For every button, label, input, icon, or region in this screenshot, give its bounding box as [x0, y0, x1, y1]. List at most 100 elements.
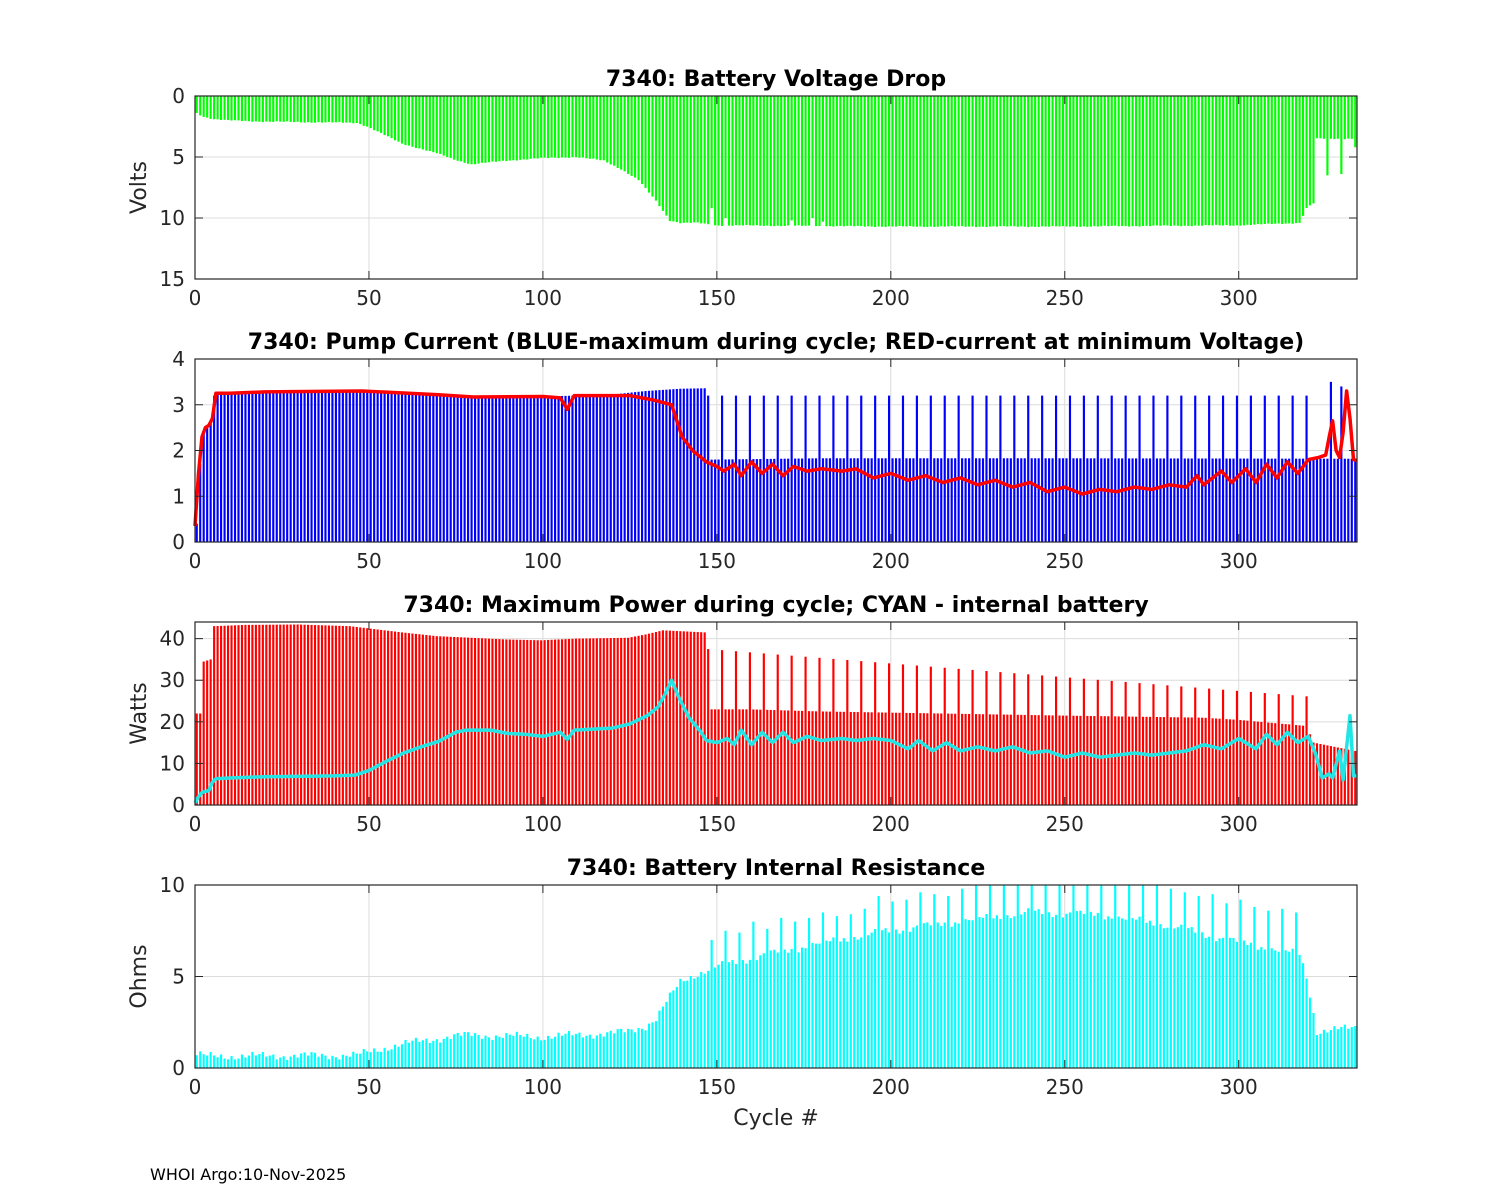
- bar: [418, 1041, 421, 1068]
- bar: [1096, 395, 1099, 542]
- bar: [1128, 96, 1131, 227]
- bar: [498, 96, 501, 162]
- bar: [272, 391, 275, 542]
- bar: [915, 665, 918, 805]
- bar: [595, 395, 598, 542]
- bar: [954, 96, 957, 227]
- chart-4: 0 50 100 150 200 250 300 0 5 10 7340: Battery Inte…: [127, 856, 1358, 1131]
- bar: [554, 96, 557, 158]
- bar: [1006, 915, 1009, 1068]
- bar: [585, 638, 588, 805]
- bar: [644, 96, 647, 188]
- y-tick-label: 5: [172, 145, 185, 169]
- bar: [853, 458, 856, 542]
- bar: [411, 1040, 414, 1068]
- bar: [1343, 96, 1346, 140]
- bar: [505, 396, 508, 542]
- bar: [1138, 96, 1141, 227]
- bar: [620, 96, 623, 170]
- bar: [860, 937, 863, 1068]
- bar: [508, 639, 511, 805]
- bar: [393, 392, 397, 542]
- bar: [213, 626, 216, 805]
- bar: [1249, 395, 1252, 542]
- bar: [1075, 96, 1079, 227]
- bar: [547, 1035, 550, 1068]
- bar: [640, 1028, 644, 1068]
- bar: [762, 653, 765, 805]
- bar: [1002, 885, 1005, 1068]
- bar: [1326, 458, 1329, 542]
- bar: [1124, 395, 1127, 542]
- series-bars-1: [195, 624, 1357, 805]
- chart-1: 0 50 100 150 200 250 300 0 5 10 15 7340: Battery Vo…: [127, 67, 1358, 310]
- bar: [578, 638, 581, 805]
- bar: [421, 1040, 424, 1068]
- bar: [359, 96, 362, 125]
- bar: [272, 624, 275, 805]
- bar: [863, 908, 866, 1068]
- bar: [940, 925, 943, 1068]
- bar: [1270, 948, 1273, 1068]
- bar: [1169, 96, 1172, 226]
- bar: [1037, 458, 1040, 542]
- bar: [449, 96, 452, 158]
- bar: [1347, 749, 1350, 805]
- bar: [282, 96, 285, 122]
- bar: [446, 1036, 449, 1068]
- bar: [432, 1040, 435, 1068]
- bar: [1075, 715, 1079, 805]
- bar: [341, 96, 344, 123]
- x-tick-label: 50: [356, 812, 381, 836]
- bar: [491, 96, 494, 162]
- bar: [1110, 918, 1113, 1068]
- bar: [1336, 96, 1339, 139]
- bar: [567, 96, 571, 158]
- bar: [390, 1049, 393, 1068]
- bar: [213, 96, 216, 120]
- bar: [1075, 911, 1079, 1068]
- bar: [627, 637, 630, 805]
- bar: [651, 390, 654, 542]
- bar: [1291, 948, 1294, 1068]
- bar: [303, 1052, 306, 1068]
- bar: [473, 637, 477, 805]
- bar: [797, 710, 800, 805]
- bar: [832, 937, 835, 1068]
- bar: [400, 632, 404, 805]
- bar: [1305, 96, 1308, 208]
- bar: [567, 1031, 571, 1068]
- bar: [929, 666, 932, 805]
- bar: [293, 391, 296, 542]
- bar: [1089, 911, 1092, 1068]
- bar: [380, 96, 383, 133]
- bar: [884, 458, 887, 542]
- bar: [1232, 937, 1235, 1068]
- bar: [1121, 918, 1124, 1068]
- bar: [247, 1055, 251, 1068]
- bar: [696, 977, 699, 1068]
- bar: [787, 458, 790, 542]
- x-tick-label: 0: [189, 549, 202, 573]
- bar: [254, 96, 257, 122]
- bar: [741, 459, 745, 542]
- bar: [303, 624, 306, 805]
- bar: [446, 96, 449, 158]
- bar: [720, 650, 724, 805]
- bar: [574, 395, 578, 542]
- bar: [933, 894, 936, 1068]
- bar: [710, 459, 713, 542]
- bar: [355, 626, 358, 805]
- bar: [1079, 910, 1082, 1068]
- bar: [313, 96, 317, 123]
- bar: [842, 711, 845, 805]
- bar: [1232, 458, 1235, 542]
- bar: [1319, 1033, 1322, 1068]
- x-tick-label: 50: [356, 286, 381, 310]
- bar: [366, 628, 369, 805]
- bar: [1183, 458, 1186, 542]
- bar: [463, 395, 466, 542]
- bar: [1270, 96, 1273, 225]
- bar: [947, 458, 950, 542]
- bar: [595, 96, 598, 160]
